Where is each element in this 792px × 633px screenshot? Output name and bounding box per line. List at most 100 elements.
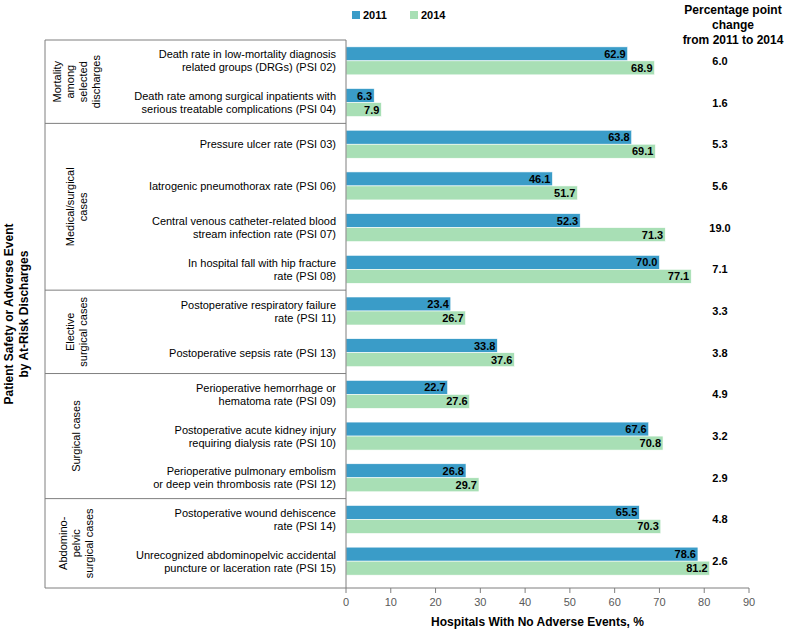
bar <box>346 172 552 186</box>
change-value: 4.8 <box>712 513 727 525</box>
data-label: 22.7 <box>424 381 445 393</box>
bar <box>346 228 665 242</box>
data-label: 51.7 <box>554 187 575 199</box>
data-label: 69.1 <box>632 145 653 157</box>
change-value: 4.9 <box>712 388 727 400</box>
group-separator <box>45 498 346 499</box>
bar <box>346 561 710 575</box>
data-label: 62.9 <box>604 48 625 60</box>
y-axis-line <box>346 40 347 588</box>
data-label: 52.3 <box>557 215 578 227</box>
bar <box>346 505 639 519</box>
y-title: Patient Safety or Adverse Eventby At-Ris… <box>2 224 31 405</box>
change-value: 7.1 <box>712 263 727 275</box>
data-label: 81.2 <box>686 562 707 574</box>
category-label: Perioperative pulmonary embolismor deep … <box>153 465 336 490</box>
bar <box>346 255 659 269</box>
bar <box>346 89 374 103</box>
bar <box>346 103 381 117</box>
bar <box>346 47 628 61</box>
bar <box>346 130 632 144</box>
change-value: 6.0 <box>712 55 727 67</box>
x-tick <box>749 588 750 593</box>
group: Surgical cases <box>70 400 82 472</box>
bar <box>346 311 466 325</box>
bar <box>346 214 580 228</box>
category-label: Perioperative hemorrhage orhematoma rate… <box>196 382 336 407</box>
group-separator <box>45 588 346 589</box>
x-tick <box>435 588 436 593</box>
bar <box>346 478 479 492</box>
change-value: 19.0 <box>709 222 730 234</box>
x-tick-label: 50 <box>564 596 576 608</box>
x-tick <box>480 588 481 593</box>
group-separator <box>45 40 346 41</box>
data-label: 77.1 <box>668 270 689 282</box>
x-tick-label: 70 <box>653 596 665 608</box>
x-tick <box>659 588 660 593</box>
x-axis-line <box>346 588 749 589</box>
data-label: 78.6 <box>675 548 696 560</box>
x-tick <box>614 588 615 593</box>
bar <box>346 394 470 408</box>
bar <box>346 436 663 450</box>
group: Medical/surgicalcases <box>64 167 89 246</box>
bar <box>346 380 448 394</box>
x-tick-label: 40 <box>519 596 531 608</box>
legend-swatch <box>410 11 418 19</box>
bar <box>346 61 655 75</box>
x-tick <box>525 588 526 593</box>
data-label: 27.6 <box>446 395 467 407</box>
data-label: 65.5 <box>616 506 637 518</box>
group: Mortalityamongselecteddischarges <box>51 55 102 109</box>
group: Electivesurgical cases <box>64 297 89 367</box>
group-label: Surgical cases <box>70 400 82 472</box>
x-tick-label: 90 <box>743 596 755 608</box>
group-label: Electivesurgical cases <box>64 297 89 367</box>
change-value: 5.6 <box>712 180 727 192</box>
x-axis-title: Hospitals With No Adverse Events, % <box>431 615 644 629</box>
x-tick <box>390 588 391 593</box>
group-bracket <box>45 40 46 588</box>
group-separator <box>45 290 346 291</box>
x-tick <box>704 588 705 593</box>
x-tick <box>346 588 347 593</box>
change-value: 3.3 <box>712 305 727 317</box>
x-tick-label: 20 <box>429 596 441 608</box>
data-label: 71.3 <box>642 229 663 241</box>
legend-label: 2011 <box>363 9 387 21</box>
group-label: Abdomino-pelvicsurgical cases <box>57 508 95 578</box>
category-label: Unrecognized abdominopelvic accidentalpu… <box>136 549 336 574</box>
bar <box>346 547 698 561</box>
data-label: 33.8 <box>474 340 495 352</box>
category-label: Central venous catheter-related bloodstr… <box>152 215 336 240</box>
x-tick-label: 0 <box>343 596 349 608</box>
group-label: Mortalityamongselecteddischarges <box>51 55 102 109</box>
data-label: 70.8 <box>640 437 661 449</box>
bar <box>346 144 655 158</box>
group-separator <box>45 123 346 124</box>
category-label: In hospital fall with hip fracturerate (… <box>188 257 336 282</box>
data-label: 46.1 <box>529 173 550 185</box>
bar <box>346 297 451 311</box>
category-label: Pressure ulcer rate (PSI 03) <box>200 138 336 150</box>
change-value: 2.9 <box>712 472 727 484</box>
bar <box>346 353 514 367</box>
category-label: Iatrogenic pneumothorax rate (PSI 06) <box>149 180 336 192</box>
change-value: 3.8 <box>712 347 727 359</box>
data-label: 37.6 <box>491 354 512 366</box>
legend-swatch <box>352 11 360 19</box>
data-label: 70.3 <box>637 520 658 532</box>
category-label: Postoperative wound dehiscencerate (PSI … <box>175 507 336 532</box>
data-label: 29.7 <box>456 479 477 491</box>
x-tick-label: 10 <box>385 596 397 608</box>
bar <box>346 519 661 533</box>
data-label: 70.0 <box>636 256 657 268</box>
bar <box>346 464 466 478</box>
x-tick-label: 80 <box>698 596 710 608</box>
data-label: 7.9 <box>364 104 379 116</box>
category-label: Postoperative respiratory failurerate (P… <box>181 299 336 324</box>
category-label: Postoperative sepsis rate (PSI 13) <box>169 347 336 359</box>
data-label: 26.8 <box>443 465 464 477</box>
data-label: 68.9 <box>631 62 652 74</box>
